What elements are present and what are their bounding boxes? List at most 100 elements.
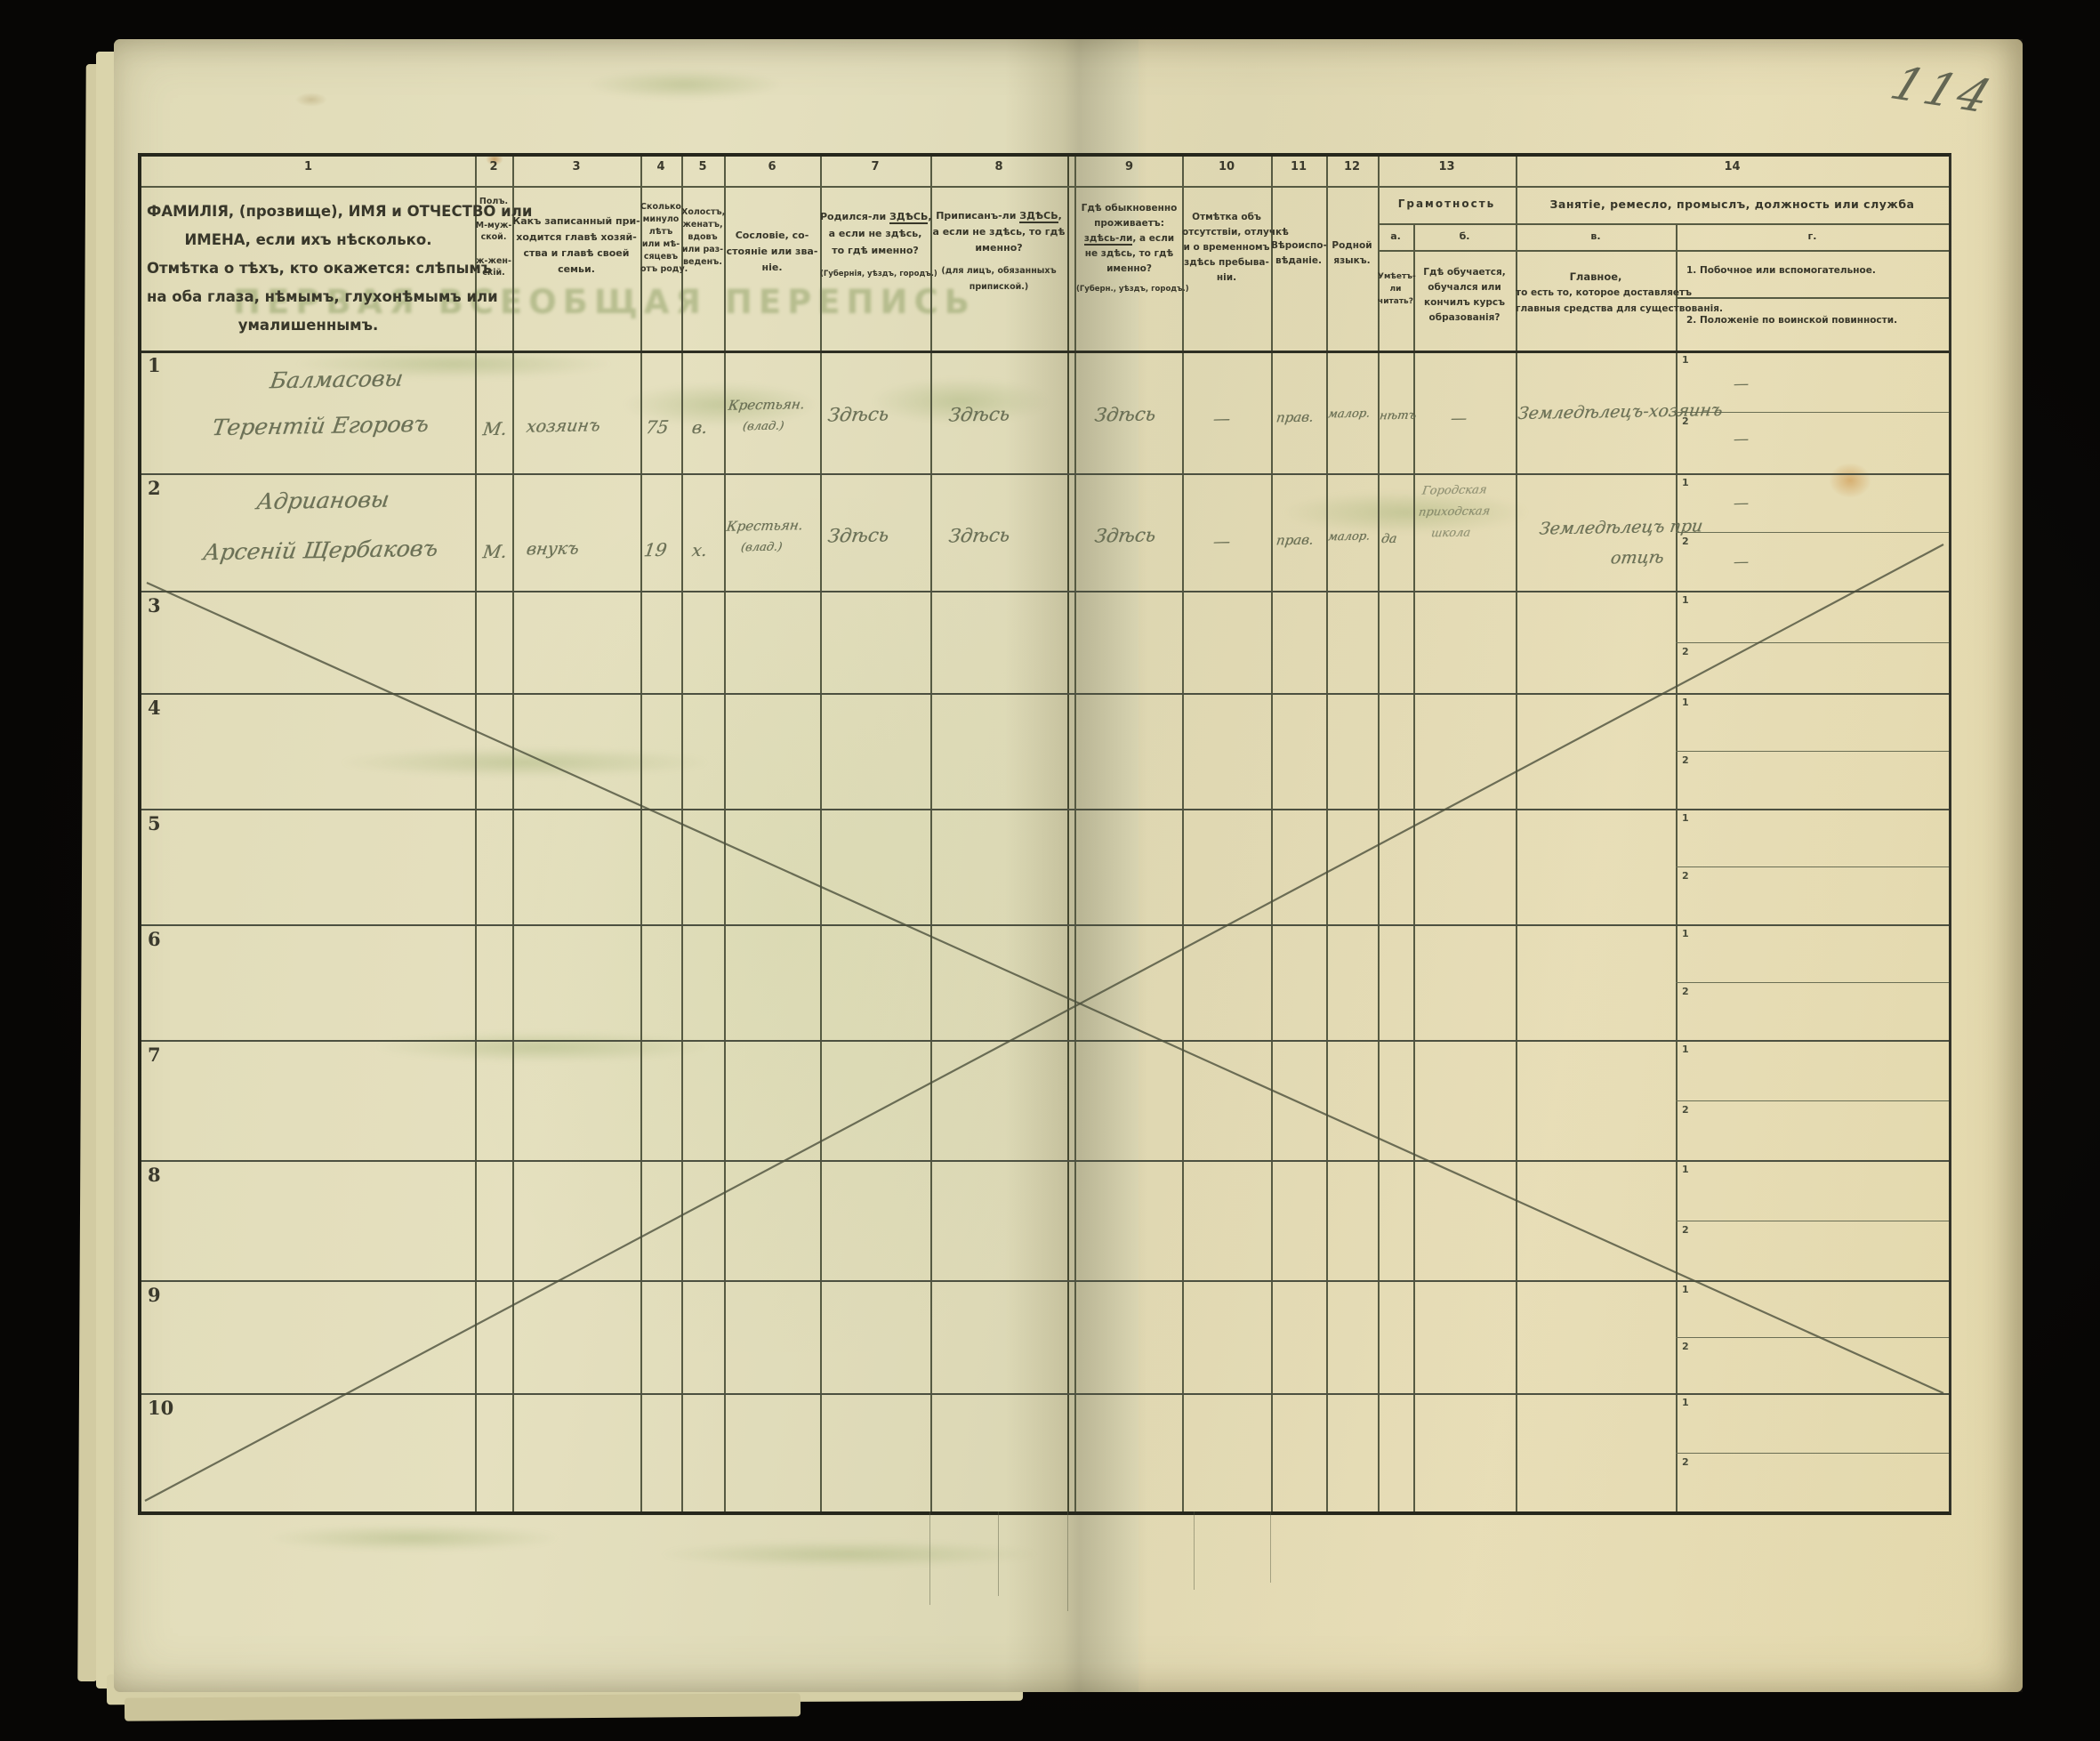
subrow-label: 2 bbox=[1682, 1104, 1689, 1116]
entry2-side-occupation: — bbox=[1732, 494, 1750, 513]
entry2-surname: Адриановы bbox=[254, 486, 391, 515]
entry1-religion: прав. bbox=[1275, 408, 1316, 426]
grid-line bbox=[820, 157, 822, 1511]
subrow-label: 2 bbox=[1682, 1341, 1689, 1352]
header-col11-religion: Вѣроиспо-вѣданіе. bbox=[1271, 240, 1327, 266]
header-col14g1-side: 1. Побочное или вспомогательное. bbox=[1686, 265, 1876, 276]
row-line bbox=[141, 591, 1949, 592]
entry2-marital: х. bbox=[690, 540, 709, 561]
header-col13-literacy-title: Грамотность bbox=[1397, 197, 1496, 210]
entry2-estate-line1: Крестьян. bbox=[725, 517, 804, 535]
entry2-education-line1: Городская bbox=[1420, 483, 1488, 498]
entry2-literate: да bbox=[1380, 531, 1398, 547]
entry2-sex: М. bbox=[481, 540, 509, 563]
entry1-residence: Здѣсь bbox=[1093, 403, 1157, 426]
subrow-line bbox=[1676, 532, 1949, 533]
entry2-name: Арсеній Щербаковъ bbox=[201, 535, 440, 566]
subrow-label: 2 bbox=[1682, 986, 1689, 997]
header-col5-marital: Холостъ, женатъ, вдовъ или раз-веденъ. bbox=[681, 207, 726, 267]
entry2-registration: Здѣсь bbox=[947, 524, 1011, 547]
header-col13a-reads: Умѣетъ-ли читать? bbox=[1378, 272, 1416, 306]
row-number-4: 4 bbox=[148, 697, 161, 719]
subrow-label: 2 bbox=[1682, 754, 1689, 766]
header-col2-sex: Полъ. М-муж- ской. ж-жен- скій. bbox=[475, 197, 512, 278]
subrow-line bbox=[1676, 866, 1949, 867]
entry1-literate: нѣтъ bbox=[1378, 408, 1418, 423]
subrow-label: 1 bbox=[1682, 1397, 1689, 1408]
entry1-side-occupation: — bbox=[1732, 375, 1750, 394]
entry1-absence: — bbox=[1211, 408, 1232, 430]
entry1-education: — bbox=[1449, 408, 1468, 429]
subrow-label: 1 bbox=[1682, 477, 1689, 488]
subrow-line bbox=[1676, 751, 1949, 752]
row-number-2: 2 bbox=[148, 477, 161, 499]
row-line bbox=[141, 809, 1949, 810]
row-line bbox=[141, 1280, 1949, 1282]
row-number-7: 7 bbox=[148, 1044, 161, 1066]
entry1-sex: М. bbox=[481, 417, 509, 440]
col-number-6: 6 bbox=[768, 160, 776, 173]
entry1-marital: в. bbox=[690, 417, 709, 439]
header-col14g-letter: г. bbox=[1807, 230, 1817, 242]
col-number-7: 7 bbox=[871, 160, 880, 173]
col-number-4: 4 bbox=[656, 160, 665, 173]
grid-stub bbox=[998, 1511, 999, 1596]
entry1-language: малор. bbox=[1326, 407, 1372, 422]
grid-stub bbox=[1194, 1511, 1195, 1590]
entry2-estate-line2: (влад.) bbox=[739, 540, 784, 555]
grid-line-fold bbox=[1067, 157, 1069, 1511]
subrow-label: 1 bbox=[1682, 354, 1689, 366]
entry1-military: — bbox=[1732, 430, 1750, 449]
col-number-11: 11 bbox=[1290, 160, 1307, 173]
header-col12-language: Родной языкъ. bbox=[1332, 240, 1372, 266]
entry1-estate-line1: Крестьян. bbox=[727, 396, 806, 414]
entry2-absence: — bbox=[1211, 531, 1232, 552]
subrow-label: 1 bbox=[1682, 928, 1689, 939]
entry1-birthplace: Здѣсь bbox=[826, 403, 890, 426]
subrow-line bbox=[1676, 982, 1949, 983]
header-bottom-line bbox=[141, 351, 1949, 353]
header-col14-occupation-title: Занятіе, ремесло, промыслъ, должность ил… bbox=[1549, 197, 1915, 211]
grid-line bbox=[724, 157, 726, 1511]
col-number-12: 12 bbox=[1343, 160, 1361, 173]
header-col9-residence: Гдѣ обыкновенно проживаетъ: здѣсь-ли, а е… bbox=[1076, 203, 1189, 294]
page-stack-edge bbox=[124, 1693, 801, 1721]
row-line bbox=[141, 693, 1949, 695]
subrow-line bbox=[1676, 642, 1949, 643]
subrow-label: 1 bbox=[1682, 1284, 1689, 1295]
row-number-6: 6 bbox=[148, 928, 161, 950]
row-number-10: 10 bbox=[148, 1397, 174, 1419]
col-number-10: 10 bbox=[1218, 160, 1235, 173]
entry1-age: 75 bbox=[644, 415, 671, 439]
row-line bbox=[141, 924, 1949, 926]
entry1-relation: хозяинъ bbox=[525, 415, 602, 437]
entry2-military: — bbox=[1732, 552, 1750, 572]
grid-line bbox=[1676, 297, 1949, 299]
col-number-2: 2 bbox=[489, 160, 498, 173]
header-col13b-education: Гдѣ обучается, обучался или кончилъ курсъ… bbox=[1423, 267, 1506, 323]
subrow-label: 2 bbox=[1682, 646, 1689, 657]
col-number-8: 8 bbox=[994, 160, 1003, 173]
entry2-religion: прав. bbox=[1275, 531, 1316, 549]
entry2-education-line3: школа bbox=[1429, 526, 1472, 541]
grid-line bbox=[640, 157, 642, 1511]
subrow-label: 2 bbox=[1682, 1456, 1689, 1468]
entry2-birthplace: Здѣсь bbox=[826, 524, 890, 547]
header-col8-registration: Приписанъ-ли ЗДѢСЬ, а если не здѣсь, то … bbox=[932, 210, 1066, 292]
grid-line bbox=[1182, 157, 1184, 1511]
subrow-label: 2 bbox=[1682, 1224, 1689, 1236]
subrow-line bbox=[1676, 1100, 1949, 1101]
entry2-age: 19 bbox=[642, 538, 669, 561]
grid-line bbox=[681, 157, 683, 1511]
row-number-9: 9 bbox=[148, 1284, 161, 1306]
subrow-label: 2 bbox=[1682, 870, 1689, 882]
grid-stub bbox=[1067, 1511, 1068, 1611]
subrow-line bbox=[1676, 412, 1949, 413]
entry2-education-line2: приходская bbox=[1417, 504, 1492, 520]
grid-line bbox=[1326, 157, 1328, 1511]
subrow-label: 2 bbox=[1682, 536, 1689, 547]
col-number-3: 3 bbox=[572, 160, 581, 173]
col-number-9: 9 bbox=[1124, 160, 1134, 173]
col-number-1: 1 bbox=[303, 160, 313, 173]
